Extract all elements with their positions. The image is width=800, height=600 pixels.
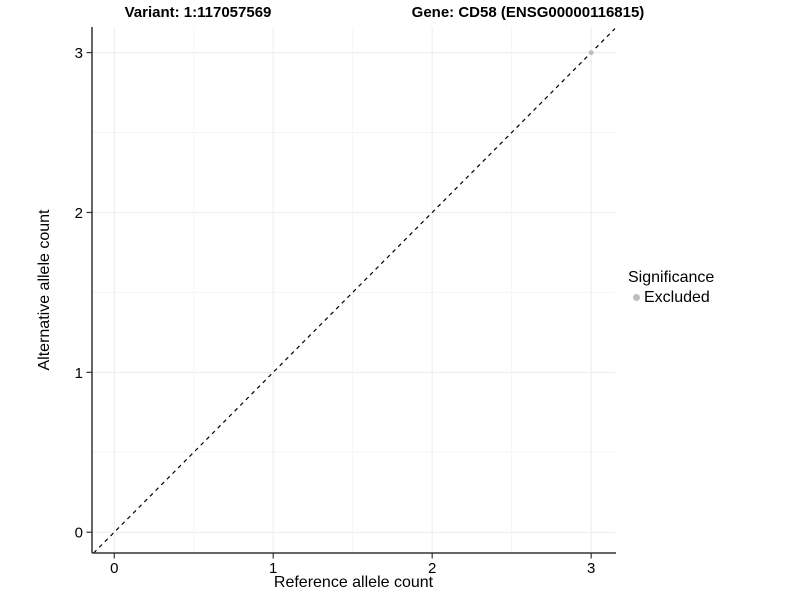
x-tick-label: 1 [269,560,277,577]
x-axis-title: Reference allele count [273,574,434,591]
legend-title: Significance [628,269,715,286]
legend: Significance Excluded [628,267,714,307]
data-point [588,50,594,56]
legend-item-excluded: Excluded [628,288,714,307]
y-tick-label: 0 [75,525,83,542]
y-tick-label: 3 [75,45,83,62]
x-tick-label: 0 [110,560,118,577]
gene-title: Gene: CD58 (ENSG00000116815) [411,4,645,21]
y-tick-label: 2 [75,205,83,222]
identity-line [93,28,616,554]
legend-item-label: Excluded [644,289,710,306]
panel-background [92,27,615,553]
x-tick-label: 3 [587,560,595,577]
y-tick-label: 1 [75,365,83,382]
x-tick-label: 2 [428,560,436,577]
variant-title: Variant: 1:117057569 [124,4,272,21]
legend-point-icon [633,294,640,301]
